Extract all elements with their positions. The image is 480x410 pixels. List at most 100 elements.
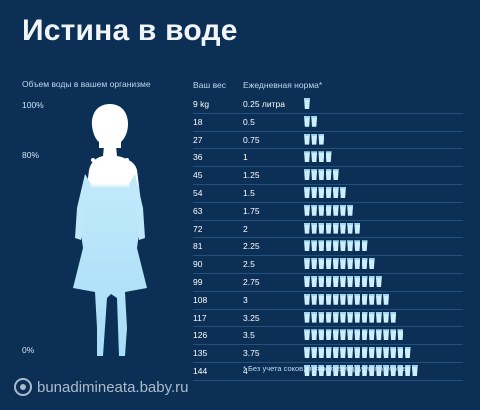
weight-value: 54 xyxy=(193,187,203,198)
norm-value: 0.75 xyxy=(243,134,260,145)
percent-0-label: 0% xyxy=(22,345,35,355)
weight-column-header: Ваш вес xyxy=(193,80,226,90)
water-glass-icon xyxy=(347,364,354,376)
water-glass-icon xyxy=(311,258,318,270)
water-glass-icon xyxy=(404,364,411,376)
table-row: 9 kg 0.25 литра xyxy=(193,96,463,114)
table-row: 81 2.25 xyxy=(193,238,463,257)
water-glass-icon xyxy=(325,275,332,287)
water-glass-icon xyxy=(318,222,325,234)
water-glass-icon xyxy=(383,293,390,305)
water-glass-icon xyxy=(347,240,354,252)
water-glasses xyxy=(304,222,361,236)
water-glass-icon xyxy=(304,240,310,252)
water-glass-icon xyxy=(304,222,310,234)
weight-value: 27 xyxy=(193,134,203,145)
water-glass-icon xyxy=(361,258,368,270)
water-glass-icon xyxy=(318,347,325,359)
water-glass-icon xyxy=(347,311,354,323)
water-glass-icon xyxy=(368,311,375,323)
water-glasses xyxy=(304,133,325,147)
water-glass-icon xyxy=(325,293,332,305)
water-glass-icon xyxy=(304,347,310,359)
water-glass-icon xyxy=(332,275,339,287)
weight-value: 108 xyxy=(193,294,208,305)
water-glass-icon xyxy=(375,329,382,341)
water-glass-icon xyxy=(383,347,390,359)
water-glass-icon xyxy=(318,204,325,216)
water-glass-icon xyxy=(339,222,346,234)
water-glass-icon xyxy=(332,293,339,305)
water-glass-icon xyxy=(390,329,397,341)
water-glass-icon xyxy=(304,133,310,145)
weight-value: 18 xyxy=(193,116,203,127)
water-glass-icon xyxy=(304,115,310,127)
water-glass-icon xyxy=(339,258,346,270)
norm-value: 4 xyxy=(243,365,248,376)
table-row: 27 0.75 xyxy=(193,132,463,150)
norm-value: 0.5 xyxy=(243,116,255,127)
water-glass-icon xyxy=(325,222,332,234)
table-row: 135 3.75 xyxy=(193,345,463,363)
water-glass-icon xyxy=(325,169,332,181)
water-glass-icon xyxy=(390,311,397,323)
norm-value: 3.75 xyxy=(243,348,260,359)
water-glass-icon xyxy=(332,222,339,234)
water-glass-icon xyxy=(339,204,346,216)
water-glass-icon xyxy=(325,311,332,323)
water-glass-icon xyxy=(304,151,310,163)
water-glass-icon xyxy=(347,275,354,287)
water-glass-icon xyxy=(354,311,361,323)
water-glass-icon xyxy=(304,98,310,109)
water-glass-icon xyxy=(397,364,404,376)
water-glass-icon xyxy=(383,364,390,376)
water-glass-icon xyxy=(390,364,397,376)
water-glass-icon xyxy=(361,347,368,359)
water-glass-icon xyxy=(368,329,375,341)
water-glass-icon xyxy=(318,293,325,305)
water-glass-icon xyxy=(361,275,368,287)
water-glass-icon xyxy=(354,293,361,305)
water-glass-icon xyxy=(368,275,375,287)
water-glass-icon xyxy=(383,311,390,323)
water-glass-icon xyxy=(325,151,332,163)
table-row: 108 3 xyxy=(193,292,463,310)
water-glass-icon xyxy=(311,329,318,341)
water-glass-icon xyxy=(304,186,310,198)
water-glass-icon xyxy=(339,240,346,252)
water-glass-icon xyxy=(354,275,361,287)
norm-value: 1.75 xyxy=(243,205,260,216)
water-glass-icon xyxy=(325,258,332,270)
table-row: 90 2.5 xyxy=(193,256,463,274)
water-glasses xyxy=(304,311,397,325)
water-glass-icon xyxy=(339,275,346,287)
water-glass-icon xyxy=(347,329,354,341)
water-glass-icon xyxy=(304,258,310,270)
water-glass-icon xyxy=(318,240,325,252)
water-glass-icon xyxy=(325,364,332,376)
water-glass-icon xyxy=(304,275,310,287)
woman-silhouette-figure xyxy=(73,104,147,356)
baby-logo-icon xyxy=(14,378,32,396)
water-glass-icon xyxy=(325,186,332,198)
water-glass-icon xyxy=(318,169,325,181)
water-glass-icon xyxy=(304,364,310,376)
water-glass-icon xyxy=(383,329,390,341)
table-row: 45 1.25 xyxy=(193,167,463,185)
table-row: 144 4 xyxy=(193,363,463,381)
weight-value: 36 xyxy=(193,152,203,163)
water-glasses xyxy=(304,329,404,342)
water-glass-icon xyxy=(332,258,339,270)
water-glasses xyxy=(304,364,418,378)
water-glass-icon xyxy=(361,311,368,323)
water-glass-icon xyxy=(325,347,332,359)
footnote: * Без учета соков, чая, кофе и других на… xyxy=(243,364,407,373)
water-glass-icon xyxy=(347,347,354,359)
table-row: 18 0.5 xyxy=(193,114,463,132)
water-table: 9 kg 0.25 литра 18 0.5 27 0.75 36 1 45 1.25 54 1.5 6… xyxy=(193,96,463,381)
water-glass-icon xyxy=(304,311,310,323)
water-glass-icon xyxy=(318,364,325,376)
weight-value: 90 xyxy=(193,259,203,270)
watermark: bunadimineata.baby.ru xyxy=(14,378,189,396)
water-glass-icon xyxy=(304,204,310,216)
